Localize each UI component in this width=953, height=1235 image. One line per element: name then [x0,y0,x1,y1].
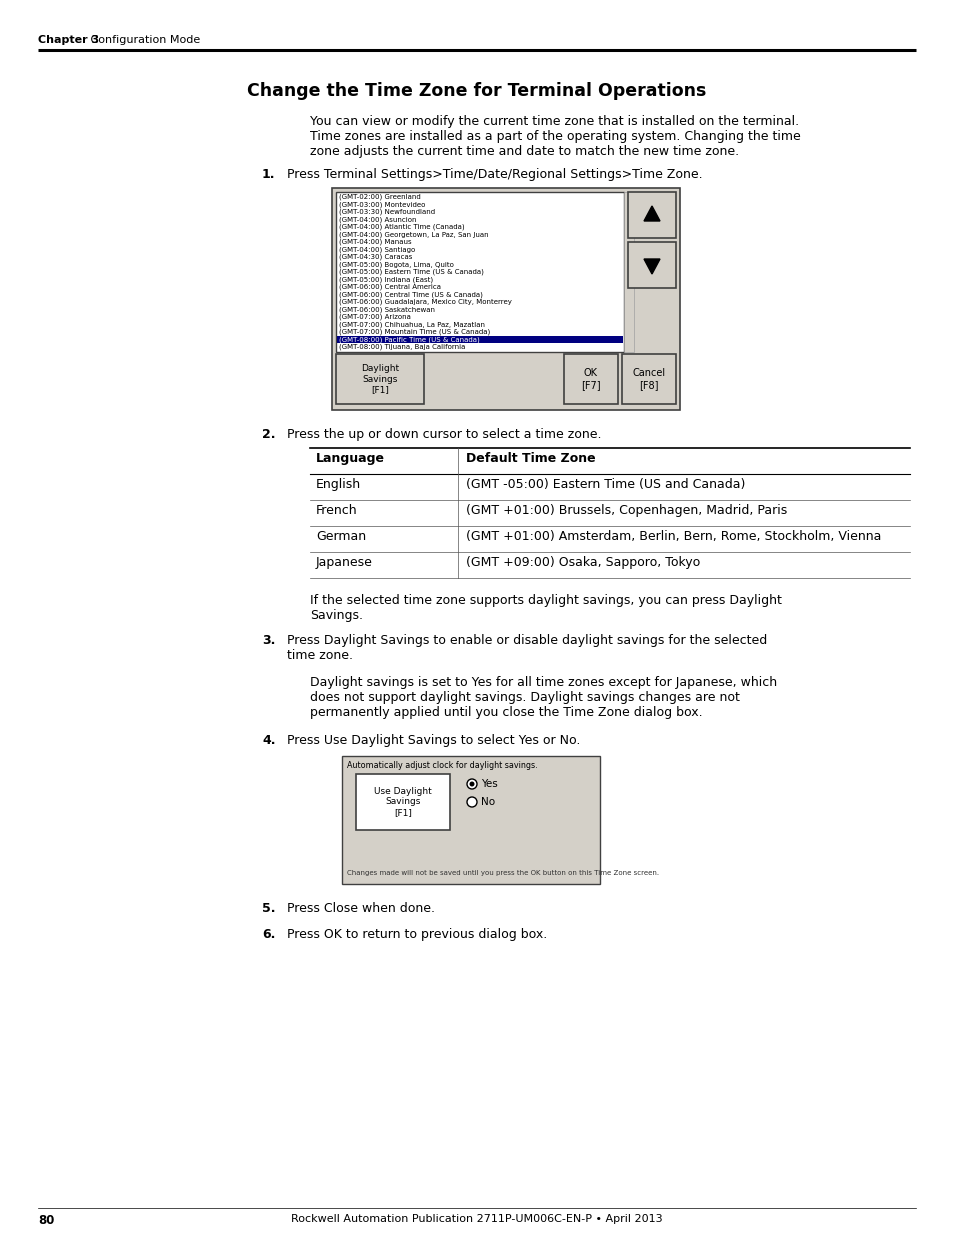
Circle shape [467,779,476,789]
Text: No: No [480,797,495,806]
Text: 3.: 3. [262,634,275,647]
Text: 80: 80 [38,1214,54,1228]
Text: (GMT-08:00) Tijuana, Baja California: (GMT-08:00) Tijuana, Baja California [338,345,465,351]
Text: Automatically adjust clock for daylight savings.: Automatically adjust clock for daylight … [347,761,537,769]
Text: OK
[F7]: OK [F7] [580,368,600,390]
Text: Press Terminal Settings>Time/Date/Regional Settings>Time Zone.: Press Terminal Settings>Time/Date/Region… [287,168,702,182]
Text: 6.: 6. [262,927,275,941]
Text: (GMT-04:00) Asuncion: (GMT-04:00) Asuncion [338,216,416,222]
Text: Daylight savings is set to Yes for all time zones except for Japanese, which: Daylight savings is set to Yes for all t… [310,676,777,689]
Text: Cancel
[F8]: Cancel [F8] [632,368,665,390]
Bar [335,191,623,352]
Polygon shape [643,259,659,274]
Text: Press OK to return to previous dialog box.: Press OK to return to previous dialog bo… [287,927,547,941]
Text: (GMT-06:00) Saskatchewan: (GMT-06:00) Saskatchewan [338,306,435,312]
Bar [563,354,618,404]
Circle shape [469,782,474,787]
Circle shape [467,797,476,806]
Bar [335,354,423,404]
Text: If the selected time zone supports daylight savings, you can press Daylight: If the selected time zone supports dayli… [310,594,781,606]
Text: Chapter 3: Chapter 3 [38,35,99,44]
Text: permanently applied until you close the Time Zone dialog box.: permanently applied until you close the … [310,706,702,719]
Text: Use Daylight
Savings
[F1]: Use Daylight Savings [F1] [374,787,432,816]
Text: (GMT +01:00) Brussels, Copenhagen, Madrid, Paris: (GMT +01:00) Brussels, Copenhagen, Madri… [465,504,786,517]
Text: Default Time Zone: Default Time Zone [465,452,595,466]
Bar [623,191,634,352]
Text: 2.: 2. [262,429,275,441]
Text: Configuration Mode: Configuration Mode [80,35,200,44]
Bar [336,336,622,343]
Bar [627,191,676,238]
Text: (GMT-04:00) Santiago: (GMT-04:00) Santiago [338,246,415,253]
Bar [341,756,599,884]
Text: (GMT-06:00) Guadalajara, Mexico City, Monterrey: (GMT-06:00) Guadalajara, Mexico City, Mo… [338,299,512,305]
Text: Time zones are installed as a part of the operating system. Changing the time: Time zones are installed as a part of th… [310,130,800,143]
Text: (GMT-02:00) Greenland: (GMT-02:00) Greenland [338,194,420,200]
Text: (GMT -05:00) Eastern Time (US and Canada): (GMT -05:00) Eastern Time (US and Canada… [465,478,744,492]
Text: 4.: 4. [262,734,275,747]
Text: (GMT-08:00) Pacific Time (US & Canada): (GMT-08:00) Pacific Time (US & Canada) [338,336,479,343]
Text: Japanese: Japanese [315,556,373,569]
Text: German: German [315,530,366,543]
Polygon shape [643,206,659,221]
Text: French: French [315,504,357,517]
Text: time zone.: time zone. [287,650,353,662]
Text: (GMT-07:00) Mountain Time (US & Canada): (GMT-07:00) Mountain Time (US & Canada) [338,329,490,336]
Text: You can view or modify the current time zone that is installed on the terminal.: You can view or modify the current time … [310,115,799,128]
Text: zone adjusts the current time and date to match the new time zone.: zone adjusts the current time and date t… [310,144,739,158]
Text: Press Daylight Savings to enable or disable daylight savings for the selected: Press Daylight Savings to enable or disa… [287,634,766,647]
Text: (GMT-05:00) Indiana (East): (GMT-05:00) Indiana (East) [338,277,433,283]
Text: Savings.: Savings. [310,609,363,622]
Text: Press the up or down cursor to select a time zone.: Press the up or down cursor to select a … [287,429,601,441]
Text: (GMT-03:00) Montevideo: (GMT-03:00) Montevideo [338,201,425,207]
Text: English: English [315,478,361,492]
Text: (GMT-06:00) Central America: (GMT-06:00) Central America [338,284,440,290]
Text: Rockwell Automation Publication 2711P-UM006C-EN-P • April 2013: Rockwell Automation Publication 2711P-UM… [291,1214,662,1224]
Text: (GMT-06:00) Central Time (US & Canada): (GMT-06:00) Central Time (US & Canada) [338,291,482,298]
Text: (GMT +01:00) Amsterdam, Berlin, Bern, Rome, Stockholm, Vienna: (GMT +01:00) Amsterdam, Berlin, Bern, Ro… [465,530,881,543]
Text: Change the Time Zone for Terminal Operations: Change the Time Zone for Terminal Operat… [247,82,706,100]
Bar [355,774,450,830]
Text: (GMT-04:30) Caracas: (GMT-04:30) Caracas [338,253,412,261]
Text: (GMT-03:30) Newfoundland: (GMT-03:30) Newfoundland [338,209,435,215]
Text: Changes made will not be saved until you press the OK button on this Time Zone s: Changes made will not be saved until you… [347,869,659,876]
Text: Press Use Daylight Savings to select Yes or No.: Press Use Daylight Savings to select Yes… [287,734,579,747]
Text: Press Close when done.: Press Close when done. [287,902,435,915]
Text: (GMT-04:00) Georgetown, La Paz, San Juan: (GMT-04:00) Georgetown, La Paz, San Juan [338,231,488,237]
Text: (GMT-04:00) Atlantic Time (Canada): (GMT-04:00) Atlantic Time (Canada) [338,224,464,230]
Bar [332,188,679,410]
Text: 5.: 5. [262,902,275,915]
Text: (GMT-05:00) Eastern Time (US & Canada): (GMT-05:00) Eastern Time (US & Canada) [338,269,483,275]
Text: (GMT-04:00) Manaus: (GMT-04:00) Manaus [338,238,411,246]
Text: (GMT +09:00) Osaka, Sapporo, Tokyo: (GMT +09:00) Osaka, Sapporo, Tokyo [465,556,700,569]
Text: does not support daylight savings. Daylight savings changes are not: does not support daylight savings. Dayli… [310,692,740,704]
Bar [621,354,676,404]
Text: Daylight
Savings
[F1]: Daylight Savings [F1] [360,364,398,394]
Text: (GMT-07:00) Chihuahua, La Paz, Mazatlan: (GMT-07:00) Chihuahua, La Paz, Mazatlan [338,321,484,329]
Text: (GMT-05:00) Bogota, Lima, Quito: (GMT-05:00) Bogota, Lima, Quito [338,262,454,268]
Text: Language: Language [315,452,385,466]
Text: Yes: Yes [480,779,497,789]
Text: (GMT-07:00) Arizona: (GMT-07:00) Arizona [338,314,411,320]
Bar [627,242,676,288]
Text: 1.: 1. [262,168,275,182]
